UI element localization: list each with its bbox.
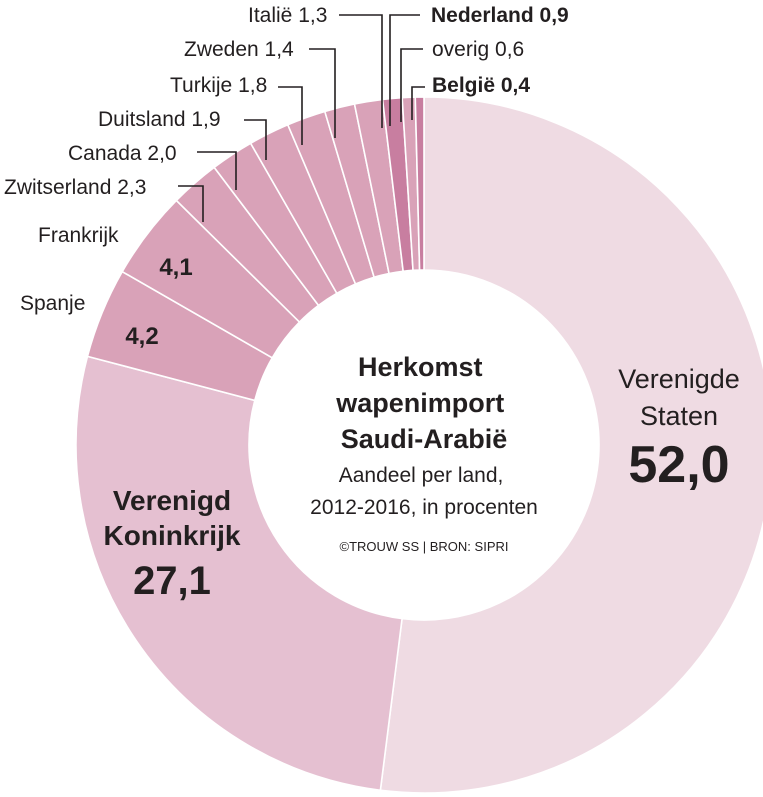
value-spanje: 4,2 <box>125 323 158 350</box>
label-belgie: België 0,4 <box>432 74 530 97</box>
label-spanje: Spanje <box>20 292 85 315</box>
leader-lines-group <box>178 14 425 222</box>
label-zwitserland: Zwitserland 2,3 <box>4 176 146 199</box>
chart-credit: ©TROUW SS | BRON: SIPRI <box>340 539 509 554</box>
leader-overig <box>400 48 423 122</box>
label-italie: Italië 1,3 <box>248 4 327 27</box>
label-canada: Canada 2,0 <box>68 142 177 165</box>
label-turkije: Turkije 1,8 <box>170 74 267 97</box>
leader-belgie <box>411 86 425 120</box>
leader-turkije <box>278 86 303 145</box>
label-duitsland: Duitsland 1,9 <box>98 108 221 131</box>
label-frankrijk: Frankrijk <box>38 224 119 247</box>
value-verenigd-koninkrijk: 27,1 <box>133 559 211 603</box>
slices-group <box>75 96 763 794</box>
label-zweden: Zweden 1,4 <box>184 38 294 61</box>
label-verenigde-staten-line-1: Verenigde <box>618 364 740 394</box>
slice-verenigde-staten <box>379 96 763 794</box>
chart-title: Herkomst wapenimport Saudi-Arabië <box>335 352 512 454</box>
chart-title-line-3: Saudi-Arabië <box>341 424 508 454</box>
chart-title-line-2: wapenimport <box>335 388 504 418</box>
label-nederland: Nederland 0,9 <box>431 4 569 27</box>
leader-zwitserland <box>178 185 204 222</box>
chart-title-line-1: Herkomst <box>358 352 483 382</box>
chart-subtitle-line-1: Aandeel per land, <box>339 464 504 487</box>
label-overig: overig 0,6 <box>432 38 524 61</box>
label-verenigd-koninkrijk-line-2: Koninkrijk <box>104 520 241 551</box>
label-verenigd-koninkrijk-line-1: Verenigd <box>113 485 231 516</box>
leader-nederland <box>389 14 420 126</box>
leader-italie <box>339 14 383 128</box>
labels-group: Verenigde Staten 52,0 Verenigd Koninkrijk 27,… <box>4 4 740 603</box>
leader-canada <box>197 151 237 190</box>
value-frankrijk: 4,1 <box>159 254 192 281</box>
value-verenigde-staten: 52,0 <box>628 436 729 494</box>
label-verenigde-staten-line-2: Staten <box>640 401 718 431</box>
center-caption: Herkomst wapenimport Saudi-Arabië Aandee… <box>310 352 538 554</box>
chart-subtitle-line-2: 2012-2016, in procenten <box>310 496 538 519</box>
leader-zweden <box>309 48 336 138</box>
leader-duitsland <box>244 119 267 160</box>
chart-subtitle: Aandeel per land, 2012-2016, in procente… <box>310 464 538 519</box>
donut-hole <box>249 270 599 620</box>
